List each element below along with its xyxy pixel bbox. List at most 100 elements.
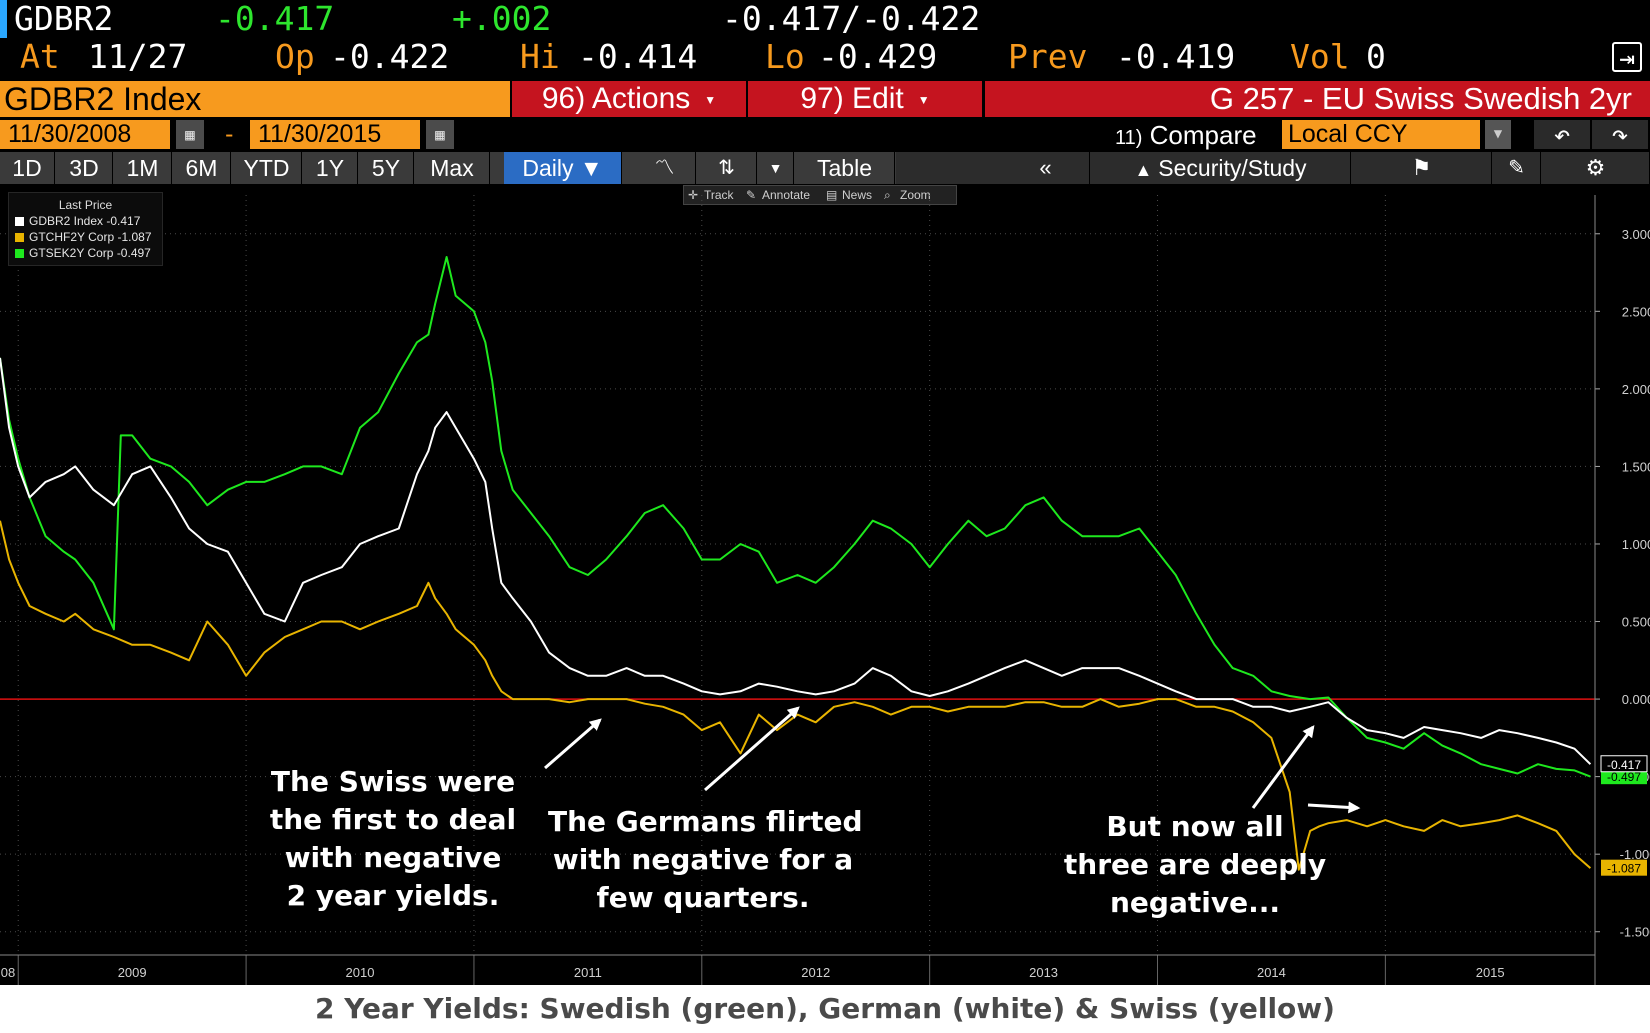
- calendar-icon[interactable]: ▦: [426, 120, 454, 149]
- compare-button[interactable]: 11) Compare: [1115, 119, 1257, 154]
- last-value-tag: -1.087: [1601, 859, 1647, 876]
- y-tick-label: 1.000: [1622, 537, 1650, 552]
- prev-value: -0.419: [1116, 37, 1236, 76]
- annotate-tool[interactable]: Annotate: [762, 188, 811, 202]
- periodicity-select[interactable]: Daily ▼: [504, 152, 622, 184]
- annotation-swiss: The Swiss were the first to deal with ne…: [258, 763, 528, 915]
- last-value-label: -1.087: [1607, 862, 1641, 876]
- high-label: Hi: [520, 37, 560, 76]
- y-tick-label: 1.500: [1622, 459, 1650, 474]
- compare-text: Compare: [1149, 120, 1257, 150]
- arrow-swiss: [544, 718, 602, 770]
- y-tick-label: 2.000: [1622, 382, 1650, 397]
- legend-label: GDBR2 Index -0.417: [29, 214, 141, 228]
- series-lines: [0, 256, 1592, 871]
- range-5y-button[interactable]: 5Y: [359, 152, 414, 184]
- x-tick-label: 2015: [1476, 965, 1505, 980]
- open-label: Op: [275, 37, 315, 76]
- annotate-icon[interactable]: ✎: [746, 188, 757, 202]
- range-1d-button[interactable]: 1D: [0, 152, 55, 184]
- legend-swatch: [15, 233, 24, 242]
- bloomberg-terminal: GDBR2 -0.417 +.002 -0.417/-0.422 At 11/2…: [0, 0, 1650, 985]
- table-button[interactable]: Table: [795, 152, 895, 184]
- track-icon[interactable]: ✛: [688, 188, 699, 202]
- edit-menu-button[interactable]: 97) Edit ▼: [748, 81, 982, 117]
- legend-label: GTSEK2Y Corp -0.497: [29, 246, 151, 260]
- net-change: +.002: [452, 0, 552, 38]
- bid-ask: -0.417/-0.422: [722, 0, 981, 38]
- start-date-input[interactable]: 11/30/2008: [0, 120, 170, 149]
- annotation-all-negative: But now all three are deeply negative...: [1050, 808, 1340, 922]
- news-tool[interactable]: News: [842, 188, 873, 202]
- range-1m-button[interactable]: 1M: [114, 152, 172, 184]
- ticker-marker: [0, 0, 7, 38]
- range-3d-button[interactable]: 3D: [56, 152, 113, 184]
- y-tick-label: -1.500: [1620, 925, 1650, 940]
- compare-number: 11): [1115, 127, 1143, 149]
- high-value: -0.414: [578, 37, 698, 76]
- y-tick-label: 3.000: [1622, 227, 1650, 242]
- calendar-icon[interactable]: ▦: [176, 120, 204, 149]
- undo-icon[interactable]: ↶: [1534, 120, 1590, 149]
- legend-swatch: [15, 249, 24, 258]
- chevron-down-icon: ▼: [704, 93, 717, 108]
- track-tool[interactable]: Track: [704, 188, 734, 202]
- security-title[interactable]: GDBR2 Index: [0, 81, 510, 117]
- range-max-button[interactable]: Max: [415, 152, 490, 184]
- axes: 3.0002.5002.0001.5001.0000.5000.000-0.50…: [0, 195, 1650, 985]
- security-study-button[interactable]: ▲ Security/Study: [1091, 152, 1351, 184]
- grid: [0, 195, 1595, 955]
- series-line-gtchf2y[interactable]: [0, 520, 1592, 871]
- prev-label: Prev: [1008, 37, 1088, 76]
- chevron-down-icon: ▼: [917, 93, 930, 108]
- chevron-down-icon[interactable]: ▼: [1485, 120, 1511, 149]
- legend-item-swiss: GTCHF2Y Corp -1.087: [9, 229, 162, 245]
- chart-tools: ✛ Track ✎ Annotate ▤ News ⌕ Zoom: [683, 185, 957, 205]
- y-tick-label: 0.500: [1622, 615, 1650, 630]
- collapse-left-icon[interactable]: «: [1002, 152, 1090, 184]
- edit-label: 97) Edit: [800, 82, 904, 115]
- legend-title: Last Price: [58, 198, 113, 212]
- series-line-gdbr2[interactable]: [0, 357, 1592, 765]
- annotation-line: The Germans flirted: [548, 805, 863, 838]
- yield-chart[interactable]: 3.0002.5002.0001.5001.0000.5000.000-0.50…: [0, 0, 1650, 985]
- low-value: -0.429: [818, 37, 938, 76]
- line-chart-icon[interactable]: 〽: [634, 152, 696, 184]
- range-6m-button[interactable]: 6M: [173, 152, 231, 184]
- range-1y-button[interactable]: 1Y: [303, 152, 358, 184]
- settings-gear-icon[interactable]: ⚙: [1542, 152, 1650, 184]
- last-price: -0.417: [215, 0, 335, 38]
- low-label: Lo: [765, 37, 805, 76]
- annotation-line: three are deeply: [1063, 848, 1327, 881]
- annotation-line: the first to deal: [269, 803, 517, 836]
- redo-icon[interactable]: ↷: [1592, 120, 1648, 149]
- title-bar: GDBR2 Index 96) Actions ▼ 97) Edit ▼ G 257…: [0, 81, 1650, 117]
- y-tick-label: 2.500: [1622, 304, 1650, 319]
- end-date-input[interactable]: 11/30/2015: [250, 120, 420, 149]
- last-value-tag: -0.417: [1600, 755, 1648, 773]
- zoom-icon[interactable]: ⌕: [884, 188, 891, 202]
- last-value-label: -0.417: [1607, 758, 1641, 772]
- range-toolbar: 1D 3D 1M 6M YTD 1Y 5Y Max Daily ▼ 〽 ⇅ ▼ …: [0, 152, 1650, 184]
- range-ytd-button[interactable]: YTD: [232, 152, 302, 184]
- date-range-row: 11/30/2008 ▦ - 11/30/2015 ▦ 11) Compare …: [0, 119, 1650, 151]
- edit-pencil-icon[interactable]: ✎: [1493, 152, 1541, 184]
- chart-study-icon: ▲: [1134, 160, 1153, 180]
- actions-label: 96) Actions: [541, 82, 691, 115]
- figure-caption: 2 Year Yields: Swedish (green), German (…: [0, 985, 1650, 1033]
- indicator-icon[interactable]: ⇅: [697, 152, 757, 184]
- news-icon[interactable]: ▤: [826, 188, 838, 202]
- zoom-tool[interactable]: Zoom: [900, 188, 931, 202]
- annotation-line: few quarters.: [596, 881, 810, 914]
- y-tick-label: 0.000: [1622, 692, 1650, 707]
- annotation-line: negative...: [1110, 886, 1280, 919]
- annotation-line: with negative: [284, 841, 502, 874]
- actions-menu-button[interactable]: 96) Actions ▼: [512, 81, 746, 117]
- last-value-label: -0.497: [1607, 770, 1641, 784]
- series-line-gtsek2y[interactable]: [0, 256, 1591, 778]
- x-tick-label: 2009: [118, 965, 147, 980]
- chevron-down-icon[interactable]: ▼: [758, 152, 794, 184]
- exit-icon[interactable]: ⇥: [1612, 42, 1642, 74]
- flag-icon[interactable]: ⚑: [1352, 152, 1492, 184]
- currency-select[interactable]: Local CCY: [1282, 120, 1480, 149]
